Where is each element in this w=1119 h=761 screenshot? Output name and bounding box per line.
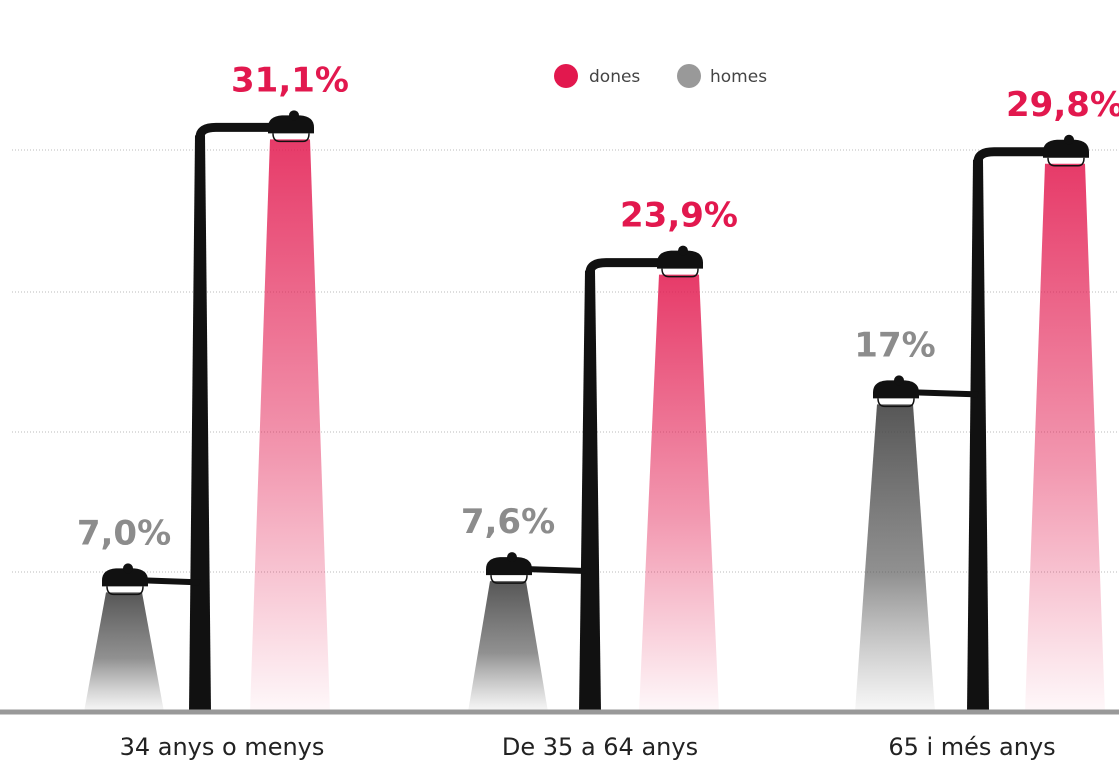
lamp-head-housing — [102, 568, 148, 587]
legend-homes-label: homes — [710, 67, 767, 87]
legend: dones homes — [554, 64, 767, 88]
dones-bar — [1025, 163, 1105, 712]
lamp-head-glass — [1047, 157, 1085, 167]
lamp-head-cap — [1064, 134, 1074, 145]
lamp-head-housing — [873, 380, 919, 399]
lamp-pole — [189, 135, 211, 712]
lamp-head-cap — [678, 245, 688, 256]
lamp-head-glass — [877, 398, 915, 408]
lamp-head-glass — [661, 268, 699, 278]
lamp-arm-homes — [914, 389, 979, 398]
category-label: 65 i més anys — [888, 733, 1055, 761]
dones-bar — [639, 274, 719, 712]
dones-value-label: 29,8% — [1006, 85, 1119, 125]
category-group — [468, 245, 719, 712]
lamp-pole — [967, 159, 989, 712]
category-group — [84, 110, 330, 712]
lamp-head-cap — [507, 552, 517, 563]
lamp-arm-homes — [143, 577, 201, 586]
lamp-arm-dones — [195, 122, 275, 142]
street-lamp-icon — [657, 245, 703, 278]
homes-value-label: 7,0% — [77, 513, 171, 553]
lamp-head-housing — [268, 115, 314, 134]
legend-dones-swatch — [554, 64, 578, 88]
category-label: 34 anys o menys — [120, 733, 325, 761]
lamp-head-cap — [894, 375, 904, 386]
lamp-arm-homes — [527, 566, 591, 575]
legend-dones-label: dones — [589, 67, 640, 87]
lamp-head-glass — [106, 586, 144, 596]
lamp-head-cap — [289, 110, 299, 121]
lamp-head-cap — [123, 563, 133, 574]
homes-bar — [468, 581, 548, 712]
dones-bar — [250, 139, 330, 712]
lamp-head-glass — [272, 133, 310, 143]
homes-bar — [855, 404, 935, 712]
lamp-arm-dones — [973, 147, 1050, 167]
legend-homes-swatch — [677, 64, 701, 88]
grid-lines — [12, 149, 1119, 573]
street-lamp-icon — [102, 563, 148, 596]
homes-value-label: 17% — [854, 325, 935, 365]
street-lamp-icon — [268, 110, 314, 143]
dones-value-label: 31,1% — [231, 60, 349, 100]
street-lamp-icon — [486, 552, 532, 584]
lamp-head-housing — [657, 250, 703, 269]
dones-value-label: 23,9% — [620, 196, 738, 236]
street-lamp-icon — [873, 375, 919, 408]
category-group — [855, 134, 1105, 712]
street-lamp-icon — [1043, 134, 1089, 167]
homes-bar — [84, 592, 164, 712]
lamp-head-housing — [1043, 139, 1089, 158]
value-labels: 31,1% 7,0% 23,9% 7,6% 29,8% 17% — [77, 60, 1119, 553]
category-labels: 34 anys o menys De 35 a 64 anys 65 i més a… — [120, 733, 1056, 761]
category-label: De 35 a 64 anys — [502, 733, 698, 761]
lamp-arm-dones — [585, 258, 664, 278]
lamp-head-housing — [486, 557, 532, 576]
bars — [84, 110, 1105, 712]
homes-value-label: 7,6% — [461, 502, 555, 542]
lamp-pole — [579, 270, 601, 712]
lamp-head-glass — [490, 575, 528, 584]
